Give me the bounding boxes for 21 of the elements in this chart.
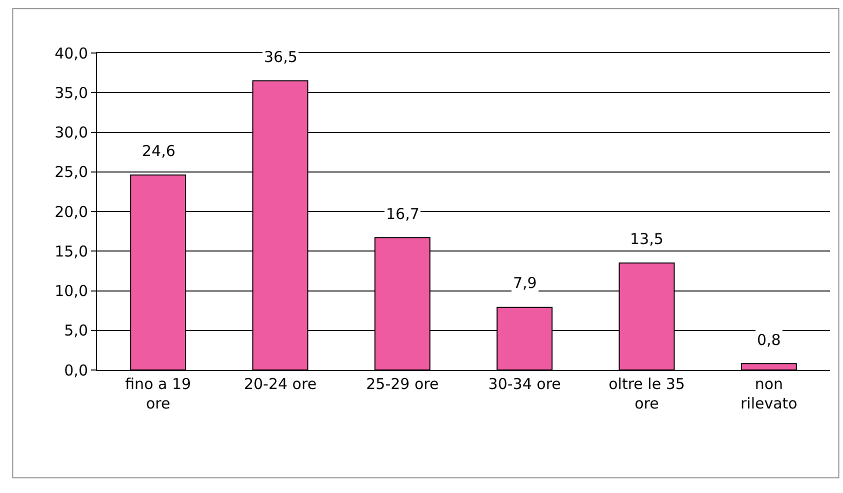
y-tick-label: 30,0 [54,124,88,142]
x-tick-label: oltre le 35 ore [608,375,685,412]
x-tick-label: 20-24 ore [244,375,317,393]
data-label: 0,8 [757,331,781,349]
data-label: 16,7 [386,205,420,223]
data-label: 36,5 [264,48,298,66]
y-tick-label: 5,0 [64,322,88,340]
data-label: 13,5 [630,230,664,248]
y-tick-label: 10,0 [54,282,88,300]
y-tick-label: 20,0 [54,202,88,221]
x-tick-label: 30-34 ore [488,375,561,393]
x-tick-label: 25-29 ore [366,375,439,393]
y-tick-label: 35,0 [54,84,88,102]
data-label: 24,6 [142,142,176,160]
y-tick-label: 15,0 [54,242,88,260]
y-tick-label: 0,0 [64,361,88,380]
x-tick-label: fino a 19 ore [125,375,192,412]
y-tick-label: 25,0 [54,163,88,182]
y-tick-label: 40,0 [54,44,88,62]
x-tick-label: non rilevato [740,375,798,412]
data-label: 7,9 [513,274,537,292]
